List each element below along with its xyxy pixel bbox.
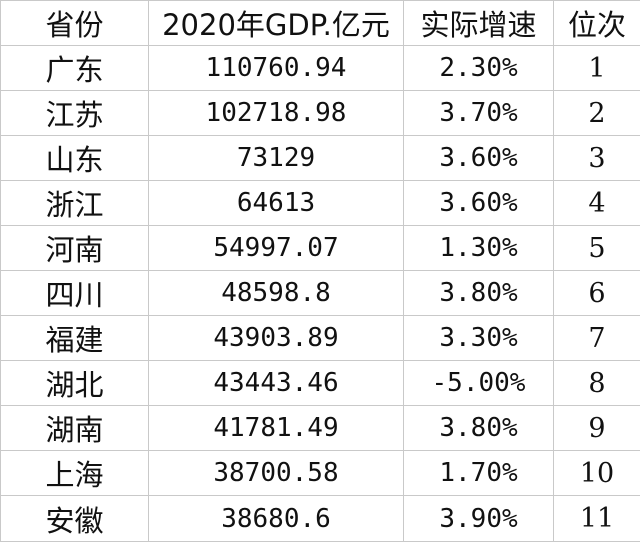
gdp-cell: 54997.07 xyxy=(149,226,404,271)
rank-cell: 6 xyxy=(554,271,640,316)
rank-cell: 1 xyxy=(554,46,640,91)
header-rank: 位次 xyxy=(554,1,640,46)
province-cell: 福建 xyxy=(1,316,149,361)
header-gdp: 2020年GDP.亿元 xyxy=(149,1,404,46)
gdp-cell: 102718.98 xyxy=(149,91,404,136)
header-row: 省份 2020年GDP.亿元 实际增速 位次 xyxy=(1,1,640,46)
province-cell: 湖南 xyxy=(1,406,149,451)
growth-cell: -5.00% xyxy=(404,361,554,406)
gdp-cell: 64613 xyxy=(149,181,404,226)
growth-cell: 2.30% xyxy=(404,46,554,91)
gdp-cell: 43443.46 xyxy=(149,361,404,406)
gdp-cell: 110760.94 xyxy=(149,46,404,91)
rank-cell: 3 xyxy=(554,136,640,181)
gdp-cell: 73129 xyxy=(149,136,404,181)
growth-cell: 3.70% xyxy=(404,91,554,136)
rank-cell: 5 xyxy=(554,226,640,271)
rank-cell: 10 xyxy=(554,451,640,496)
rank-cell: 7 xyxy=(554,316,640,361)
province-cell: 安徽 xyxy=(1,496,149,542)
growth-cell: 1.70% xyxy=(404,451,554,496)
growth-cell: 3.90% xyxy=(404,496,554,542)
growth-cell: 3.60% xyxy=(404,181,554,226)
growth-cell: 3.60% xyxy=(404,136,554,181)
growth-cell: 3.30% xyxy=(404,316,554,361)
rank-cell: 11 xyxy=(554,496,640,542)
gdp-cell: 41781.49 xyxy=(149,406,404,451)
growth-cell: 3.80% xyxy=(404,271,554,316)
province-cell: 湖北 xyxy=(1,361,149,406)
rank-cell: 2 xyxy=(554,91,640,136)
growth-cell: 1.30% xyxy=(404,226,554,271)
rank-cell: 9 xyxy=(554,406,640,451)
province-cell: 广东 xyxy=(1,46,149,91)
province-cell: 山东 xyxy=(1,136,149,181)
header-province: 省份 xyxy=(1,1,149,46)
province-cell: 河南 xyxy=(1,226,149,271)
header-growth: 实际增速 xyxy=(404,1,554,46)
gdp-cell: 38700.58 xyxy=(149,451,404,496)
province-cell: 浙江 xyxy=(1,181,149,226)
growth-cell: 3.80% xyxy=(404,406,554,451)
gdp-cell: 38680.6 xyxy=(149,496,404,542)
gdp-cell: 43903.89 xyxy=(149,316,404,361)
province-cell: 四川 xyxy=(1,271,149,316)
rank-cell: 8 xyxy=(554,361,640,406)
gdp-cell: 48598.8 xyxy=(149,271,404,316)
province-cell: 江苏 xyxy=(1,91,149,136)
province-cell: 上海 xyxy=(1,451,149,496)
rank-cell: 4 xyxy=(554,181,640,226)
